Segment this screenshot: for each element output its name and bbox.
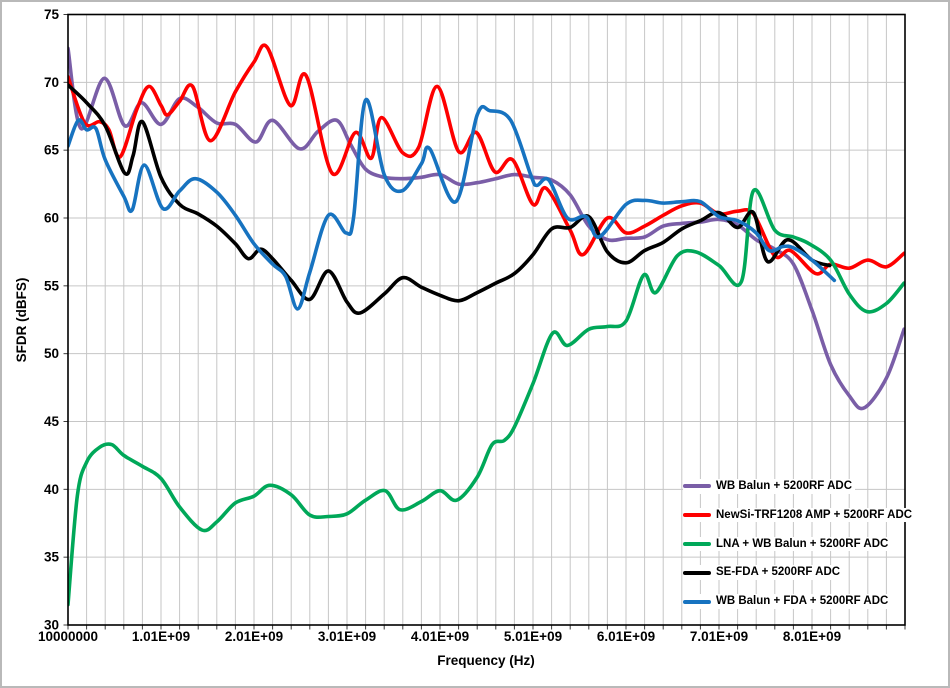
legend-label: NewSi-TRF1208 AMP + 5200RF ADC bbox=[716, 508, 913, 521]
legend-item: SE-FDA + 5200RF ADC bbox=[683, 565, 844, 581]
series-line bbox=[68, 98, 837, 311]
series-line bbox=[68, 188, 905, 607]
legend-label: WB Balun + 5200RF ADC bbox=[716, 480, 853, 492]
legend-item: LNA + WB Balun + 5200RF ADC bbox=[683, 536, 892, 552]
legend-line-swatch bbox=[683, 541, 711, 546]
data-series bbox=[68, 43, 905, 607]
y-tick-label: 75 bbox=[44, 7, 60, 22]
x-tick-label: 6.01E+09 bbox=[597, 629, 655, 644]
y-axis-title: SFDR (dBFS) bbox=[14, 278, 29, 363]
y-tick-label: 50 bbox=[44, 346, 59, 361]
x-tick-label: 4.01E+09 bbox=[411, 629, 469, 644]
legend-line-swatch bbox=[683, 513, 711, 518]
y-tick-label: 55 bbox=[44, 278, 60, 293]
y-tick-label: 45 bbox=[44, 414, 60, 429]
y-tick-label: 35 bbox=[44, 550, 60, 565]
plot-area-border bbox=[67, 13, 906, 626]
x-tick-label: 8.01E+09 bbox=[783, 629, 841, 644]
x-tick-label: 7.01E+09 bbox=[690, 629, 748, 644]
series-line bbox=[68, 83, 832, 315]
y-tick-label: 40 bbox=[44, 482, 59, 497]
y-tick-label: 65 bbox=[44, 143, 60, 158]
x-tick-label: 5.01E+09 bbox=[504, 629, 562, 644]
legend-label: LNA + WB Balun + 5200RF ADC bbox=[716, 537, 889, 550]
x-tick-label: 3.01E+09 bbox=[318, 629, 376, 644]
legend-item: WB Balun + 5200RF ADC bbox=[683, 479, 856, 494]
legend-item: WB Balun + FDA + 5200RF ADC bbox=[683, 594, 892, 609]
x-axis-title: Frequency (Hz) bbox=[437, 653, 535, 668]
x-tick-label: 2.01E+09 bbox=[225, 629, 283, 644]
legend-label: WB Balun + FDA + 5200RF ADC bbox=[716, 595, 889, 608]
legend-label: SE-FDA + 5200RF ADC bbox=[716, 566, 841, 579]
series-line bbox=[68, 43, 905, 276]
y-tick-label: 70 bbox=[44, 75, 59, 90]
series-line bbox=[68, 46, 905, 411]
y-tick-label: 60 bbox=[44, 211, 59, 226]
legend-item: NewSi-TRF1208 AMP + 5200RF ADC bbox=[683, 507, 916, 523]
tick-labels: 10000000 1.01E+09 2.01E+09 3.01E+09 4.01E+09… bbox=[38, 7, 841, 644]
legend-line-swatch bbox=[683, 484, 711, 489]
legend-line-swatch bbox=[683, 570, 711, 575]
x-tick-label: 10000000 bbox=[38, 629, 98, 644]
x-tick-label: 1.01E+09 bbox=[132, 629, 190, 644]
y-tick-label: 30 bbox=[44, 618, 59, 633]
legend-line-swatch bbox=[683, 599, 711, 604]
